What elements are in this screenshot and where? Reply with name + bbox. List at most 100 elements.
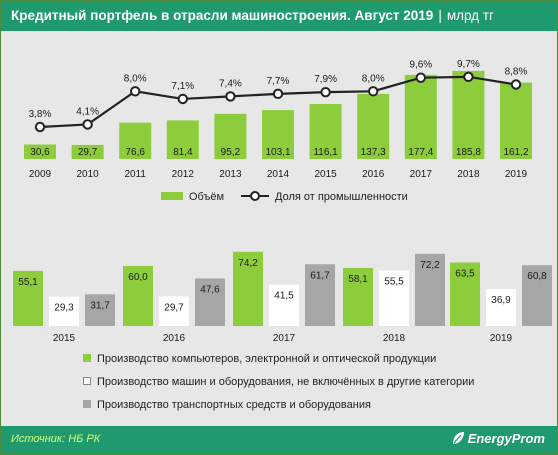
share-point-2010 [82,119,93,130]
bar-label-2011: 76,6 [125,147,145,158]
group-tick-2017: 2017 [273,333,296,344]
legend-swatch-green [161,192,183,200]
x-tick-2011: 2011 [124,169,146,180]
bar-s2-2019 [486,289,516,326]
x-tick-2017: 2017 [410,169,433,180]
brand-name: EnergyProm [467,431,545,446]
bar-s3-2019 [522,265,552,326]
group-tick-2018: 2018 [383,333,406,344]
chart1-legend-share: Доля от промышленности [241,191,408,203]
bar-label-s3-2016: 47,6 [200,284,220,295]
bar-label-s2-2019: 36,9 [491,295,511,306]
footer-bar: Источник: НБ РК EnergyProm [1,426,557,454]
legend-label-share: Доля от промышленности [275,191,408,203]
share-point-2016 [368,86,379,97]
chart2-legend-transport: Производство транспортных средств и обор… [83,399,371,411]
bar-label-s1-2015: 55,1 [18,277,38,288]
bar-label-s2-2017: 41,5 [274,291,294,302]
legend-label-computers: Производство компьютеров, электронной и … [97,353,437,365]
bar-label-2010: 29,7 [78,147,98,158]
share-point-2019 [510,79,522,90]
share-label-2017: 9,6% [409,60,432,71]
x-tick-2014: 2014 [267,169,290,180]
legend-label-transport: Производство транспортных средств и обор… [97,399,371,411]
page-title: Кредитный портфель в отрасли машинострое… [11,8,494,23]
bar-label-s3-2015: 31,7 [90,300,110,311]
chart1-legend-volume: Объём [161,191,224,203]
legend-label-volume: Объём [189,191,225,203]
x-tick-2009: 2009 [29,169,52,180]
legend-line-marker [241,191,269,201]
loan-portfolio-chart: 30,6 2009 29,7 2010 76,6 2011 81,4 2012 95,2 2013… [24,59,532,180]
bar-label-2015: 116,1 [313,147,338,158]
bar-label-s2-2018: 55,5 [384,277,404,288]
bar-s2-2018 [379,270,409,326]
x-tick-2015: 2015 [314,169,337,180]
title-separator: | [438,8,442,23]
bar-s2-2016 [159,296,189,326]
share-label-2010: 4,1% [76,106,99,117]
x-tick-2013: 2013 [219,169,242,180]
bar-volume-2015 [309,103,342,159]
share-label-2013: 7,4% [219,78,242,89]
bar-volume-2016 [357,93,390,159]
bar-label-s2-2016: 29,7 [164,302,184,313]
bar-s2-2015 [49,296,79,326]
legend-square-white [83,377,91,385]
bar-s1-2017 [233,251,263,326]
share-point-2009 [34,121,46,133]
bar-label-s3-2019: 60,8 [527,271,547,282]
legend-label-machinery: Производство машин и оборудования, не вк… [97,376,475,388]
x-tick-2010: 2010 [76,169,99,180]
bar-label-s2-2015: 29,3 [54,303,74,314]
bar-label-s3-2018: 72,2 [420,260,440,271]
bar-s2-2017 [269,284,299,326]
bar-label-s1-2017: 74,2 [238,258,258,269]
share-point-2013 [225,91,236,102]
share-label-2015: 7,9% [314,74,337,85]
chart2-legend-machinery: Производство машин и оборудования, не вк… [83,376,474,388]
x-tick-2012: 2012 [172,169,195,180]
title-text: Кредитный портфель в отрасли машинострое… [11,8,434,23]
bar-s1-2019 [450,262,480,326]
share-point-2017 [415,72,426,83]
bar-label-2019: 161,2 [503,147,528,158]
group-tick-2019: 2019 [490,333,513,344]
group-tick-2016: 2016 [163,333,186,344]
share-label-2009: 3,8% [29,109,52,120]
bar-s3-2017 [305,264,335,326]
share-point-2018 [463,71,474,83]
bar-s3-2018 [415,253,445,326]
header-bar: Кредитный портфель в отрасли машинострое… [1,1,557,31]
share-label-2016: 8,0% [362,73,385,84]
bar-label-s1-2019: 63,5 [455,269,475,280]
share-point-2012 [177,93,189,105]
title-unit: млрд тг [446,8,494,23]
bar-s1-2015 [13,270,43,326]
bar-label-2016: 137,3 [361,147,386,158]
bar-label-2013: 95,2 [221,147,241,158]
brand-leaf-icon [452,432,464,444]
share-label-2014: 7,7% [267,76,290,87]
bar-volume-2009 [24,144,56,159]
share-point-2014 [272,88,284,100]
share-label-2018: 9,7% [457,59,480,70]
share-label-2011: 8,0% [124,73,147,84]
bar-label-2009: 30,6 [30,147,50,158]
bar-s3-2015 [85,294,115,326]
subsector-chart: 55,1 29,3 31,7 2015 60,0 29,7 47,6 2016 74,2 41,5… [13,251,552,344]
bar-label-s1-2016: 60,0 [128,272,148,283]
bar-volume-2012 [166,120,199,159]
x-tick-2019: 2019 [505,169,528,180]
brand-logo: EnergyProm [451,431,545,446]
source-note: Источник: НБ РК [11,433,101,445]
bar-label-2017: 177,4 [408,147,433,158]
bar-volume-2010 [71,144,104,159]
share-label-2019: 8,8% [505,67,528,78]
x-tick-2016: 2016 [362,169,385,180]
legend-square-gray [83,400,91,408]
bar-label-2018: 185,8 [456,147,481,158]
bar-label-s1-2018: 58,1 [348,274,368,285]
bar-s1-2018 [343,267,373,326]
bar-volume-2011 [119,122,152,159]
